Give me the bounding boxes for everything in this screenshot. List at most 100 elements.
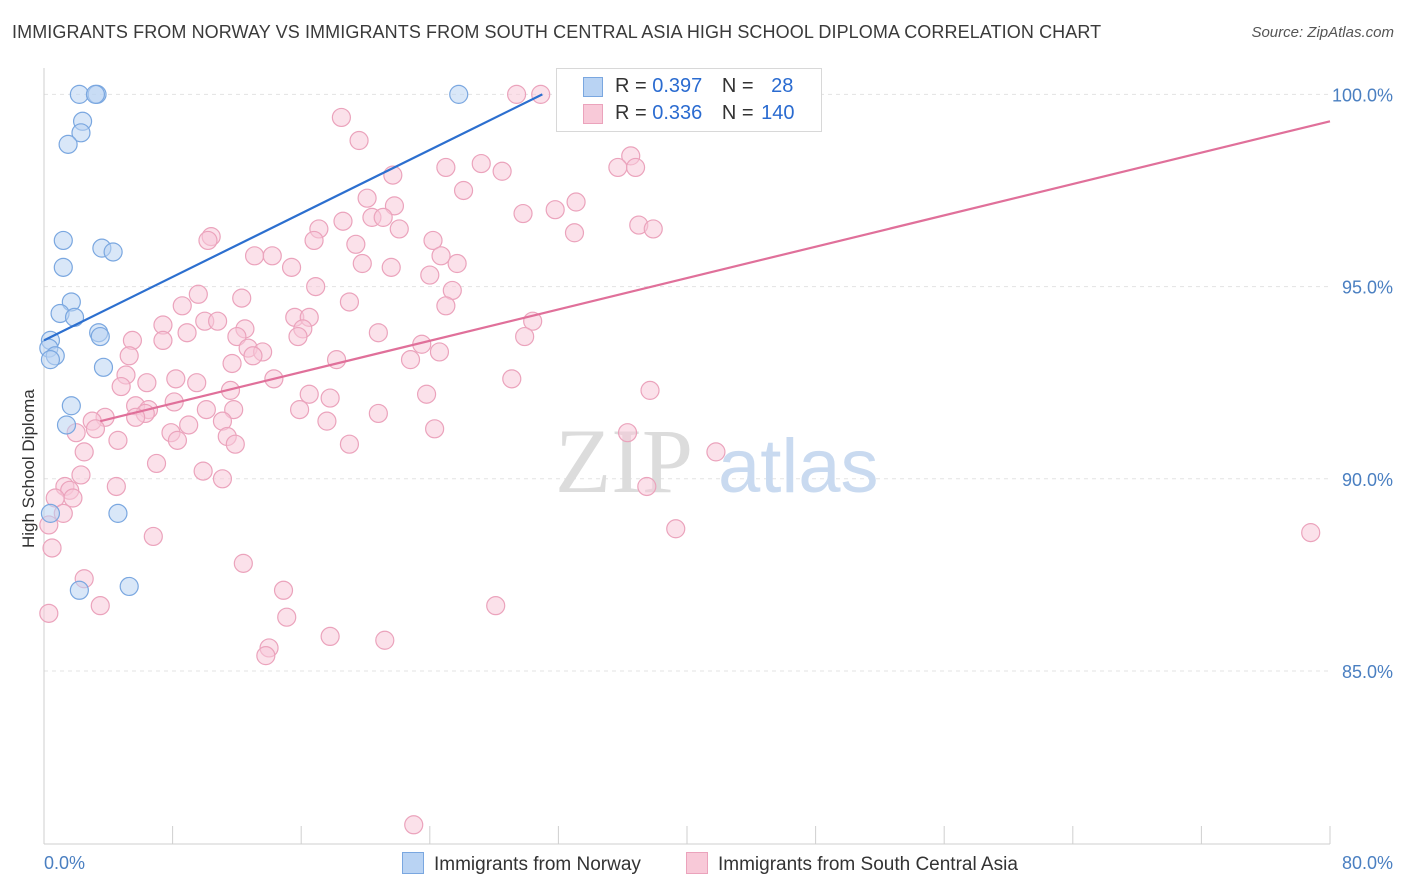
asia-points <box>39 84 1321 835</box>
norway-points <box>39 84 581 600</box>
legend-r-asia: 0.336 <box>652 102 703 124</box>
gridlines <box>44 93 1330 672</box>
norway-point <box>40 350 61 370</box>
watermark-atlas: atlas <box>718 424 879 509</box>
axes <box>43 68 1331 845</box>
asia-point <box>453 180 474 201</box>
asia-point <box>400 350 421 370</box>
asia-point <box>423 230 443 251</box>
norway-trend-line <box>43 93 543 342</box>
watermark: ZIP atlas <box>555 410 879 512</box>
norway-point <box>93 357 114 377</box>
asia-point <box>232 288 252 308</box>
legend-r-label: R = <box>615 102 647 124</box>
asia-point <box>177 323 197 343</box>
asia-point <box>346 234 366 254</box>
norway-point <box>119 576 139 597</box>
bottom-legend-norway-label: Immigrants from Norway <box>434 854 641 875</box>
asia-point <box>224 400 244 420</box>
asia-point <box>256 646 276 666</box>
asia-point <box>431 246 451 266</box>
asia-point <box>289 400 310 420</box>
x-tick-label: 0.0% <box>44 853 85 873</box>
asia-point <box>492 161 512 181</box>
legend-r-label: R = <box>615 75 647 97</box>
y-tick-label: 85.0% <box>1342 662 1393 682</box>
asia-point <box>143 526 163 547</box>
asia-point <box>306 276 326 297</box>
asia-point <box>111 376 131 397</box>
legend-r-norway: 0.397 <box>652 75 703 97</box>
asia-point <box>564 223 585 243</box>
asia-point <box>502 369 522 389</box>
asia-point <box>167 430 188 450</box>
asia-point <box>373 207 393 227</box>
asia-point <box>119 346 139 366</box>
asia-point <box>429 342 450 362</box>
asia-point <box>222 353 242 374</box>
bottom-legend-norway: Immigrants from Norway <box>402 852 641 876</box>
asia-point <box>389 219 409 239</box>
x-tick-label: 80.0% <box>1342 853 1393 873</box>
norway-point <box>103 242 123 262</box>
bottom-legend-asia-label: Immigrants from South Central Asia <box>718 854 1018 875</box>
asia-point <box>368 323 388 343</box>
asia-point <box>74 442 94 462</box>
norway-point <box>108 503 128 523</box>
legend-n-label: N = <box>721 102 754 124</box>
norway-point <box>69 580 89 600</box>
asia-point <box>608 157 628 178</box>
asia-point <box>404 815 424 835</box>
asia-point <box>643 219 663 239</box>
norway-point <box>64 307 85 327</box>
asia-point <box>471 153 491 174</box>
asia-point <box>39 603 59 623</box>
asia-point <box>507 84 527 104</box>
asia-point <box>208 311 228 331</box>
asia-point <box>339 434 360 454</box>
asia-point <box>625 157 646 178</box>
asia-point <box>545 200 565 220</box>
norway-point <box>53 230 73 251</box>
asia-point <box>666 519 686 539</box>
asia-point <box>640 380 660 400</box>
asia-point <box>273 580 294 600</box>
asia-point <box>288 326 308 347</box>
asia-point <box>566 192 586 212</box>
y-tick-label: 90.0% <box>1342 470 1393 490</box>
bottom-swatch-asia <box>686 852 708 874</box>
source-label: Source: ZipAtlas.com <box>1251 24 1394 41</box>
asia-point <box>146 453 167 474</box>
asia-point <box>706 442 726 462</box>
asia-point <box>179 415 199 435</box>
legend-swatch-asia <box>583 104 603 124</box>
norway-point <box>61 396 81 416</box>
asia-point <box>85 419 106 439</box>
asia-point <box>225 434 245 454</box>
trend-lines <box>43 93 1331 423</box>
asia-point <box>212 469 233 489</box>
asia-point <box>1301 523 1321 543</box>
bottom-legend-asia: Immigrants from South Central Asia <box>686 852 1018 876</box>
asia-point <box>187 373 207 393</box>
asia-point <box>172 296 192 316</box>
y-axis-label: High School Diploma <box>19 389 38 548</box>
asia-point <box>331 107 351 128</box>
asia-point <box>304 230 324 251</box>
asia-point <box>515 326 535 347</box>
asia-trend-line <box>100 120 1331 423</box>
norway-point <box>85 84 106 104</box>
asia-point <box>166 369 186 389</box>
asia-point <box>63 488 83 508</box>
asia-point <box>352 253 372 274</box>
asia-point <box>281 257 302 277</box>
asia-point <box>436 296 456 316</box>
asia-point <box>513 203 533 224</box>
asia-point <box>196 400 216 420</box>
asia-point <box>317 411 337 431</box>
norway-point <box>40 503 61 523</box>
norway-point <box>449 84 469 104</box>
asia-point <box>339 292 360 312</box>
legend-swatch-norway <box>583 77 603 97</box>
norway-point <box>58 134 78 154</box>
